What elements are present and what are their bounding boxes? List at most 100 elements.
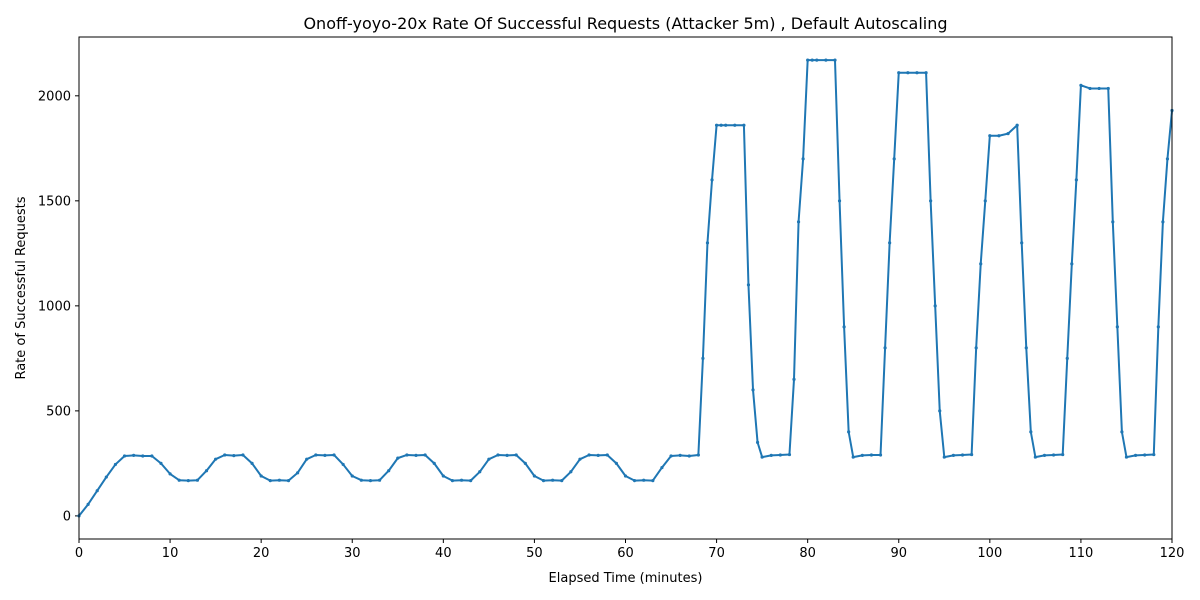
data-point <box>1156 325 1160 329</box>
y-tick-label: 500 <box>46 404 71 419</box>
data-point <box>241 453 245 457</box>
data-point <box>938 409 942 413</box>
data-point <box>623 474 628 478</box>
data-point <box>837 199 842 203</box>
data-point <box>1065 356 1069 360</box>
data-point <box>983 199 987 203</box>
y-tick-label: 2000 <box>38 89 71 104</box>
data-point <box>505 453 509 458</box>
data-point <box>892 157 896 161</box>
x-tick-label: 70 <box>708 546 725 561</box>
data-point <box>760 455 764 459</box>
x-axis-label: Elapsed Time (minutes) <box>549 571 703 586</box>
data-point <box>1070 262 1074 266</box>
data-point <box>1033 455 1037 459</box>
data-point <box>997 134 1001 138</box>
data-point <box>787 452 792 457</box>
data-point <box>469 479 473 483</box>
data-point <box>942 455 946 459</box>
data-point <box>701 356 705 360</box>
data-point <box>746 283 751 287</box>
data-point <box>1115 325 1119 329</box>
data-point <box>195 478 200 482</box>
data-point <box>883 346 887 350</box>
data-point <box>951 453 956 458</box>
data-point <box>605 453 609 457</box>
data-point <box>104 475 108 479</box>
data-point <box>806 58 810 62</box>
data-point <box>719 123 723 127</box>
data-point <box>405 453 409 457</box>
data-point <box>305 457 309 461</box>
data-point <box>847 430 851 434</box>
y-axis-label: Rate of Successful Requests <box>14 196 29 379</box>
data-point <box>423 453 427 457</box>
data-point <box>1143 453 1147 457</box>
data-point <box>869 453 874 457</box>
data-point <box>268 479 272 483</box>
data-point <box>742 123 746 127</box>
data-point <box>801 157 805 161</box>
data-point <box>924 71 928 75</box>
data-point <box>929 199 933 203</box>
data-point <box>350 474 354 478</box>
data-point <box>478 470 482 474</box>
data-point <box>1133 453 1138 458</box>
data-point <box>132 453 136 458</box>
data-point <box>705 241 710 245</box>
y-tick-label: 1000 <box>38 299 71 314</box>
data-point <box>660 465 664 470</box>
data-point <box>122 454 127 458</box>
data-point <box>323 453 327 458</box>
data-point <box>1165 157 1170 161</box>
data-point <box>1015 123 1019 127</box>
data-point <box>1042 453 1047 458</box>
data-point <box>696 453 700 457</box>
data-point <box>724 123 728 127</box>
data-point <box>633 479 637 483</box>
data-point <box>514 453 518 457</box>
data-point <box>778 453 782 457</box>
data-point <box>733 123 737 127</box>
data-point <box>687 454 691 458</box>
x-tick-label: 20 <box>253 546 270 561</box>
data-point <box>95 489 99 493</box>
x-tick-label: 100 <box>977 546 1002 561</box>
data-point <box>578 457 582 461</box>
data-point <box>710 178 714 182</box>
data-point <box>141 454 145 458</box>
data-point <box>669 454 673 458</box>
data-point <box>714 123 719 127</box>
data-point <box>1061 452 1065 457</box>
data-point <box>368 479 373 483</box>
data-point <box>1074 178 1078 182</box>
data-point <box>815 58 819 62</box>
data-point <box>523 461 527 465</box>
data-point <box>168 472 172 476</box>
y-axis-ticks: 0 500 1000 1500 2000 <box>38 89 79 524</box>
data-point <box>810 58 814 62</box>
data-point <box>1124 455 1129 459</box>
x-tick-label: 40 <box>435 546 452 561</box>
data-point <box>296 471 300 475</box>
data-point <box>450 479 455 483</box>
data-point <box>113 462 118 467</box>
data-point <box>1079 83 1083 87</box>
data-point <box>1097 86 1101 91</box>
data-point <box>396 456 400 460</box>
data-point <box>314 453 318 457</box>
data-point <box>232 454 236 458</box>
data-point <box>177 478 181 482</box>
data-point <box>250 461 254 465</box>
data-point <box>551 478 555 482</box>
data-point <box>1024 346 1028 350</box>
data-point <box>532 474 537 478</box>
series-layer <box>77 58 1174 518</box>
data-point <box>286 479 291 483</box>
data-point <box>204 469 209 473</box>
data-point <box>387 469 391 473</box>
data-point <box>824 58 828 62</box>
plot-frame <box>78 36 1173 540</box>
data-point <box>1020 241 1024 245</box>
